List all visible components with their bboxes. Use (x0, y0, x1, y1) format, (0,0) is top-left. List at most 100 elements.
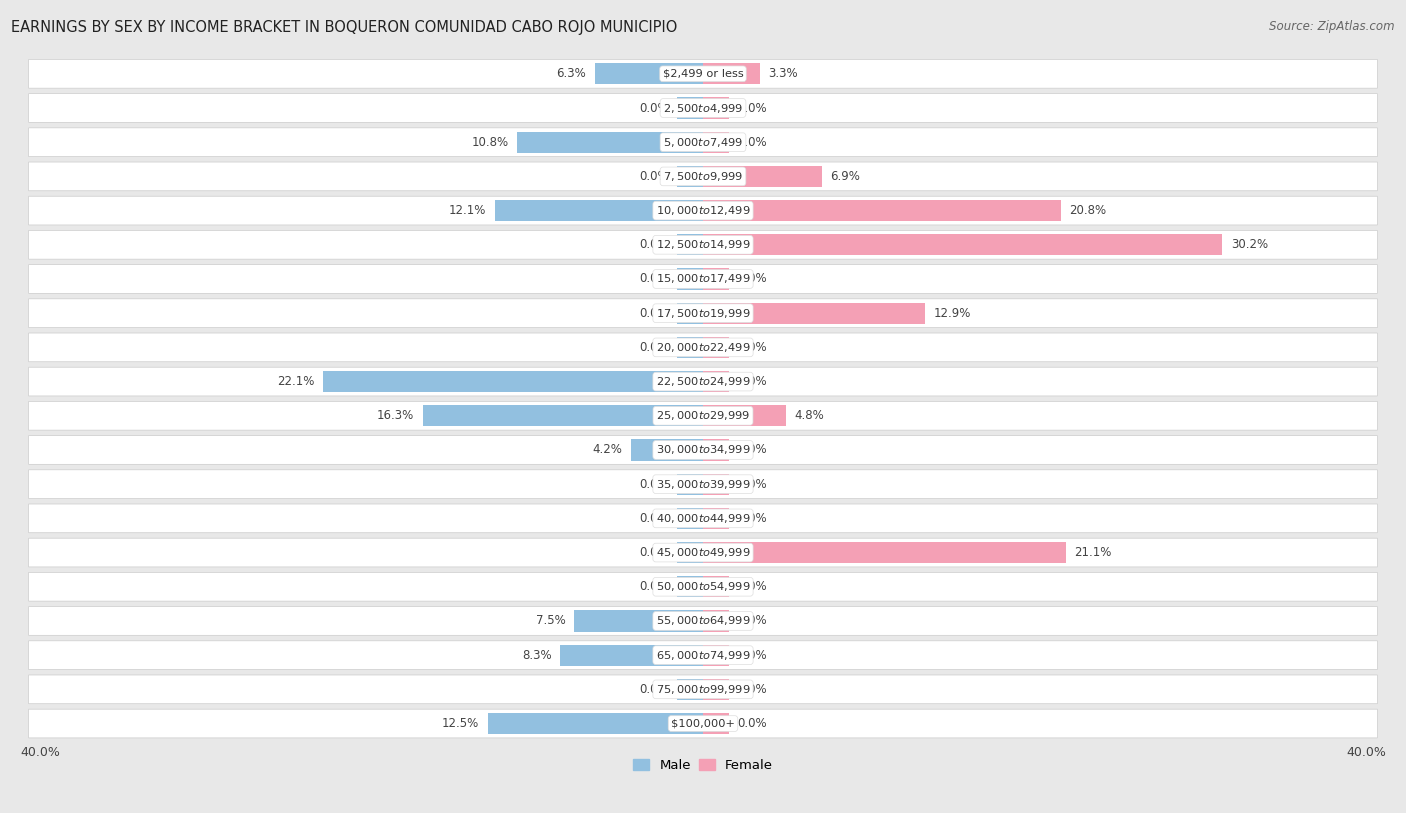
Bar (423, 405, 703, 426)
Bar (703, 98, 728, 119)
Bar (631, 439, 703, 461)
Text: $35,000 to $39,999: $35,000 to $39,999 (655, 478, 751, 491)
Bar (703, 200, 1060, 221)
Text: 0.0%: 0.0% (737, 272, 768, 285)
Text: $2,500 to $4,999: $2,500 to $4,999 (664, 102, 742, 115)
FancyBboxPatch shape (28, 641, 1378, 670)
Bar (703, 542, 1066, 563)
Text: $55,000 to $64,999: $55,000 to $64,999 (655, 615, 751, 628)
Text: 0.0%: 0.0% (638, 478, 669, 491)
Text: $7,500 to $9,999: $7,500 to $9,999 (664, 170, 742, 183)
Text: 12.9%: 12.9% (934, 307, 972, 320)
FancyBboxPatch shape (28, 606, 1378, 635)
Text: 0.0%: 0.0% (737, 375, 768, 388)
Text: 0.0%: 0.0% (638, 102, 669, 115)
Text: 10.8%: 10.8% (471, 136, 509, 149)
Bar (678, 542, 703, 563)
Text: EARNINGS BY SEX BY INCOME BRACKET IN BOQUERON COMUNIDAD CABO ROJO MUNICIPIO: EARNINGS BY SEX BY INCOME BRACKET IN BOQ… (11, 20, 678, 35)
Text: 0.0%: 0.0% (638, 307, 669, 320)
Text: 16.3%: 16.3% (377, 409, 413, 422)
Legend: Male, Female: Male, Female (627, 754, 779, 777)
FancyBboxPatch shape (28, 709, 1378, 738)
Bar (703, 679, 728, 700)
Text: $5,000 to $7,499: $5,000 to $7,499 (664, 136, 742, 149)
Text: $40,000 to $44,999: $40,000 to $44,999 (655, 512, 751, 525)
Text: 0.0%: 0.0% (737, 683, 768, 696)
Text: 0.0%: 0.0% (638, 683, 669, 696)
Text: $45,000 to $49,999: $45,000 to $49,999 (655, 546, 751, 559)
Bar (678, 508, 703, 529)
FancyBboxPatch shape (28, 436, 1378, 464)
Text: 3.3%: 3.3% (768, 67, 799, 80)
Bar (678, 166, 703, 187)
Bar (678, 234, 703, 255)
Text: 6.9%: 6.9% (831, 170, 860, 183)
Bar (703, 234, 1222, 255)
Text: 4.2%: 4.2% (592, 443, 623, 456)
Text: 12.1%: 12.1% (449, 204, 486, 217)
Bar (703, 337, 728, 358)
Text: $12,500 to $14,999: $12,500 to $14,999 (655, 238, 751, 251)
Text: 0.0%: 0.0% (737, 102, 768, 115)
Text: Source: ZipAtlas.com: Source: ZipAtlas.com (1270, 20, 1395, 33)
FancyBboxPatch shape (28, 230, 1378, 259)
FancyBboxPatch shape (28, 538, 1378, 567)
Text: $100,000+: $100,000+ (671, 719, 735, 728)
Text: $10,000 to $12,499: $10,000 to $12,499 (655, 204, 751, 217)
Text: 0.0%: 0.0% (638, 272, 669, 285)
Text: 30.2%: 30.2% (1232, 238, 1268, 251)
Text: 0.0%: 0.0% (737, 649, 768, 662)
FancyBboxPatch shape (28, 59, 1378, 88)
Bar (703, 63, 759, 85)
Text: $22,500 to $24,999: $22,500 to $24,999 (655, 375, 751, 388)
Bar (703, 713, 728, 734)
Text: $15,000 to $17,499: $15,000 to $17,499 (655, 272, 751, 285)
Text: 0.0%: 0.0% (737, 341, 768, 354)
Bar (495, 200, 703, 221)
Bar (574, 611, 703, 632)
Bar (678, 576, 703, 598)
FancyBboxPatch shape (28, 675, 1378, 704)
Text: $30,000 to $34,999: $30,000 to $34,999 (655, 443, 751, 456)
FancyBboxPatch shape (28, 504, 1378, 533)
Bar (560, 645, 703, 666)
FancyBboxPatch shape (28, 162, 1378, 191)
Bar (678, 98, 703, 119)
Bar (488, 713, 703, 734)
Bar (678, 268, 703, 289)
Text: 0.0%: 0.0% (737, 136, 768, 149)
Bar (703, 302, 925, 324)
Text: $2,499 or less: $2,499 or less (662, 69, 744, 79)
Text: 12.5%: 12.5% (441, 717, 479, 730)
Text: 4.8%: 4.8% (794, 409, 824, 422)
Text: 0.0%: 0.0% (638, 512, 669, 525)
Bar (703, 439, 728, 461)
Text: $20,000 to $22,499: $20,000 to $22,499 (655, 341, 751, 354)
Bar (323, 371, 703, 392)
Bar (595, 63, 703, 85)
Bar (703, 611, 728, 632)
Text: 0.0%: 0.0% (737, 615, 768, 628)
Text: 0.0%: 0.0% (638, 580, 669, 593)
Bar (678, 337, 703, 358)
Text: $50,000 to $54,999: $50,000 to $54,999 (655, 580, 751, 593)
Text: 7.5%: 7.5% (536, 615, 565, 628)
Bar (703, 371, 728, 392)
Bar (678, 679, 703, 700)
Text: 0.0%: 0.0% (737, 717, 768, 730)
Text: 8.3%: 8.3% (522, 649, 551, 662)
Text: 0.0%: 0.0% (737, 512, 768, 525)
Text: $75,000 to $99,999: $75,000 to $99,999 (655, 683, 751, 696)
Bar (703, 473, 728, 495)
FancyBboxPatch shape (28, 333, 1378, 362)
Bar (703, 405, 786, 426)
Bar (678, 302, 703, 324)
Text: 0.0%: 0.0% (638, 546, 669, 559)
FancyBboxPatch shape (28, 367, 1378, 396)
Text: $65,000 to $74,999: $65,000 to $74,999 (655, 649, 751, 662)
Text: 0.0%: 0.0% (638, 170, 669, 183)
FancyBboxPatch shape (28, 196, 1378, 225)
Bar (703, 645, 728, 666)
Bar (703, 576, 728, 598)
FancyBboxPatch shape (28, 470, 1378, 498)
